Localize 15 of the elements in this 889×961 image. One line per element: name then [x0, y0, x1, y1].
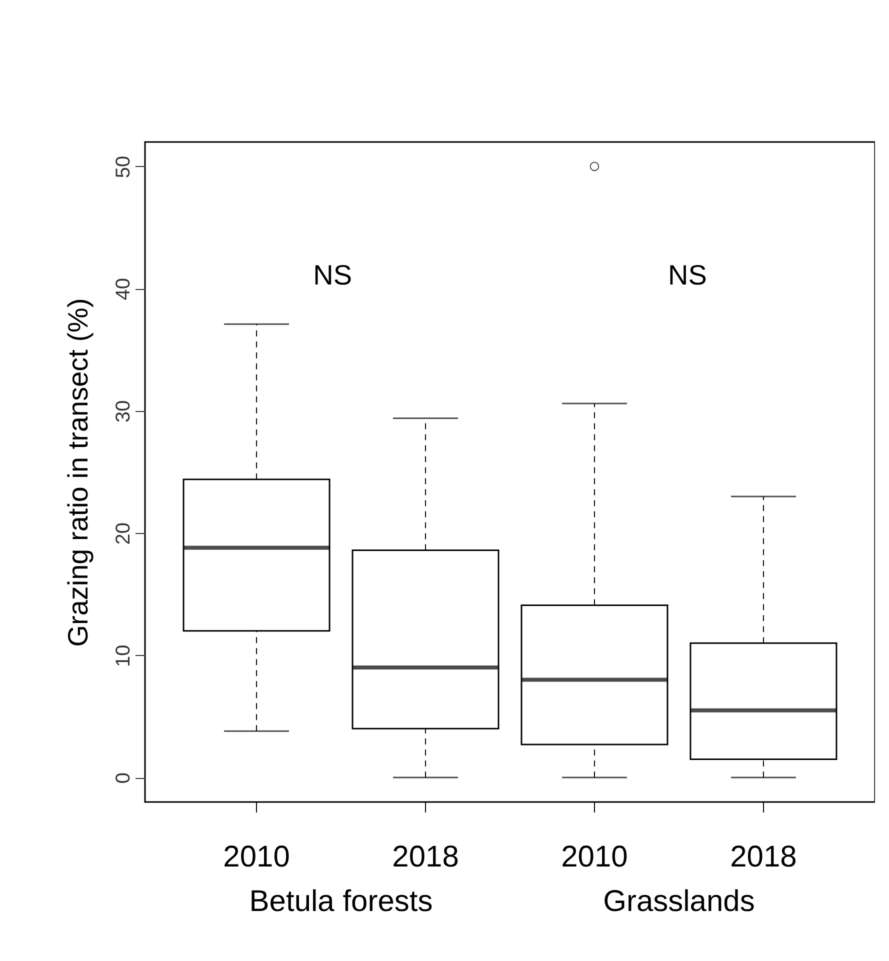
y-tick-label: 0 — [112, 772, 134, 784]
y-tick-label: 10 — [112, 644, 134, 667]
x-tick-label: 2018 — [392, 840, 459, 874]
annotation: NS — [668, 259, 707, 290]
y-tick-label: 40 — [112, 278, 134, 300]
y-tick-label: 50 — [112, 156, 134, 178]
y-tick-label: 30 — [112, 400, 134, 423]
x-tick-label: 2010 — [223, 840, 290, 874]
annotation: NS — [313, 259, 352, 290]
x-tick-label: 2018 — [730, 840, 797, 874]
text: Grasslands — [603, 885, 755, 918]
y-tick-label: 20 — [112, 522, 134, 545]
x-tick-label: 2010 — [561, 840, 628, 874]
y-axis-title: Grazing ratio in transect (%) — [62, 298, 94, 647]
text: Betula forests — [249, 885, 433, 918]
